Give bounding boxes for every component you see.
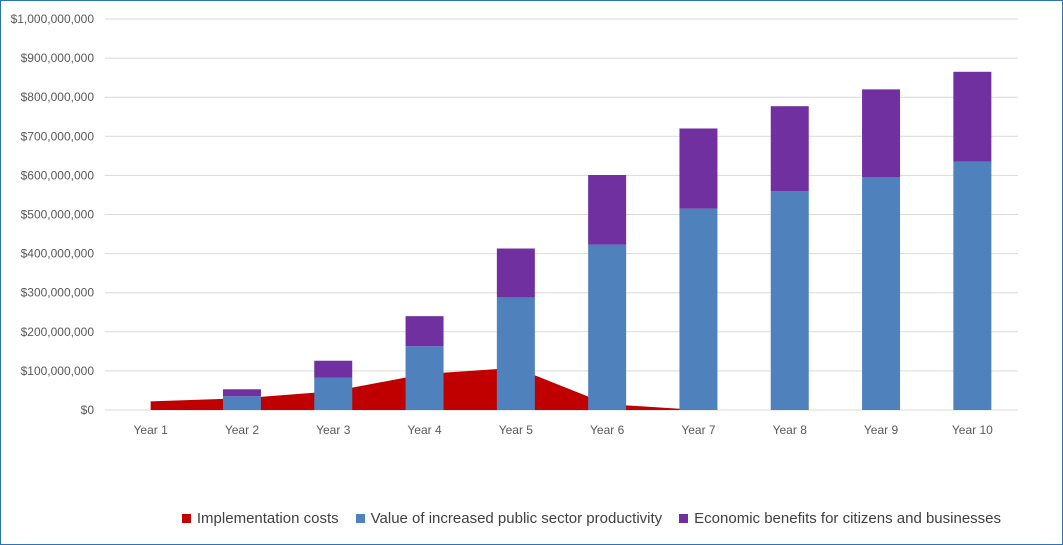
bars [222,71,992,410]
x-tick-label: Year 2 [225,423,260,437]
bar-productivity [405,346,444,410]
y-tick-label: $700,000,000 [21,129,95,143]
chart-plot: $0 $100,000,000 $200,000,000 $300,000,000 $4… [11,12,1018,437]
bar-productivity [862,177,901,410]
x-tick-label: Year 6 [590,423,625,437]
x-tick-label: Year 4 [407,423,442,437]
bar-productivity [679,208,718,410]
y-tick-label: $600,000,000 [21,168,95,182]
bar-productivity [314,377,353,410]
y-tick-label: $400,000,000 [21,247,95,261]
y-tick-label: $800,000,000 [21,90,95,104]
bar-economic-benefits [314,360,353,378]
bar-economic-benefits [588,175,627,245]
legend-swatch [181,513,191,523]
x-tick-label: Year 8 [773,423,808,437]
bar-economic-benefits [953,71,992,162]
bar-economic-benefits [496,248,535,298]
y-tick-label: $900,000,000 [21,51,95,65]
legend-swatch [679,513,689,523]
bar-productivity [953,161,992,410]
y-tick-label: $500,000,000 [21,208,95,222]
bar-economic-benefits [679,128,718,209]
y-tick-label: $300,000,000 [21,286,95,300]
axes: $0 $100,000,000 $200,000,000 $300,000,000 $4… [11,12,994,437]
legend-label: Implementation costs [196,509,339,527]
legend-label: Economic benefits for citizens and busin… [694,509,1001,527]
bar-productivity [588,244,627,410]
legend-item-implementation-costs: Implementation costs [181,509,339,527]
legend-swatch [355,513,365,523]
legend-item-productivity: Value of increased public sector product… [355,509,663,527]
x-tick-label: Year 7 [681,423,716,437]
y-tick-label: $200,000,000 [21,325,95,339]
x-tick-label: Year 9 [864,423,899,437]
legend: Implementation costs Value of increased … [0,507,1063,529]
bar-productivity [770,191,809,410]
bar-productivity [496,297,535,410]
x-tick-label: Year 10 [952,423,993,437]
y-tick-label: $1,000,000,000 [11,12,95,26]
bar-productivity [222,396,261,410]
y-tick-label: $100,000,000 [21,364,95,378]
bar-economic-benefits [222,389,261,397]
y-tick-label: $0 [81,403,95,417]
bar-economic-benefits [770,106,809,192]
x-tick-label: Year 3 [316,423,351,437]
x-tick-label: Year 5 [499,423,534,437]
legend-item-economic-benefits: Economic benefits for citizens and busin… [679,510,1001,527]
bar-economic-benefits [405,316,444,347]
x-tick-label: Year 1 [134,423,169,437]
bar-economic-benefits [862,89,901,178]
legend-label: Value of increased public sector product… [370,509,663,527]
